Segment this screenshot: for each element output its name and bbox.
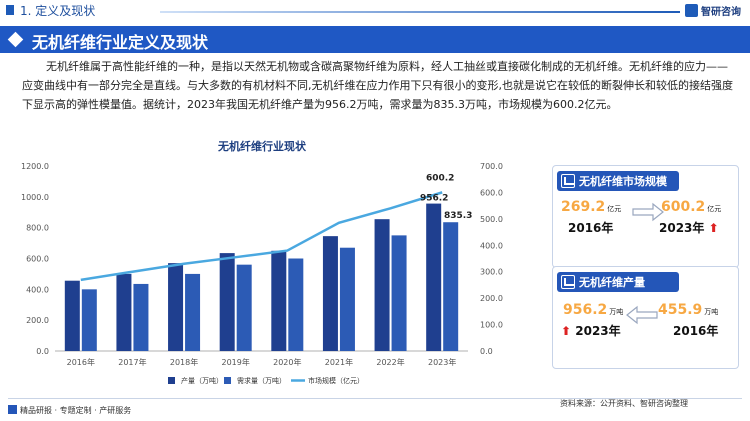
chart-icon [561, 275, 575, 289]
bar-series [64, 203, 459, 351]
production-bar [426, 203, 442, 351]
legend-label: 产量（万吨） [181, 376, 223, 385]
y-right-tick-label: 100.0 [480, 321, 503, 330]
production-chart: 无机纤维行业现状 0.0 200.0 400.0 600.0 800.0 1000.0 12… [21, 139, 503, 385]
production-bar [116, 273, 132, 351]
y-right-tick-label: 600.0 [480, 188, 503, 197]
production-bar [271, 250, 287, 351]
card-title: 无机纤维市场规模 [579, 175, 667, 188]
demand-bar [391, 235, 407, 351]
footer-divider [8, 398, 742, 399]
x-tick-label: 2021年 [325, 357, 353, 367]
demand-bar [185, 273, 201, 351]
demand-bar [133, 283, 149, 351]
x-tick-label: 2019年 [222, 357, 250, 367]
section-title: 1. 定义及现状 [20, 4, 96, 18]
y-left-tick-label: 0.0 [36, 347, 49, 356]
market-start-value: 269.2 亿元 [561, 199, 622, 215]
production-bar [168, 263, 184, 351]
data-labels: 600.2 956.2 835.3 [420, 173, 472, 221]
title-banner: 无机纤维行业定义及现状 [0, 26, 750, 53]
right-arrow-icon [632, 202, 664, 222]
demand-bar [443, 222, 459, 351]
market-end-value: 600.2 亿元 [661, 199, 722, 215]
square-icon [8, 405, 17, 414]
y-left-tick-label: 400.0 [26, 285, 49, 294]
diamond-icon [7, 31, 24, 48]
chart-legend: 产量（万吨） 需求量（万吨） 市场规模（亿元） [168, 376, 364, 385]
x-tick-label: 2018年 [170, 357, 198, 367]
demand-bar [288, 258, 304, 351]
logo-icon [685, 4, 698, 17]
page-title: 无机纤维行业定义及现状 [32, 33, 209, 52]
demand-data-label: 835.3 [444, 211, 472, 221]
production-bar [374, 219, 390, 351]
line-series [80, 191, 443, 282]
market-size-card: 无机纤维市场规模 269.2 亿元 2016年 600.2 亿元 2023年 ⬆ [552, 165, 739, 268]
y-left-tick-label: 1000.0 [21, 193, 49, 202]
legend-swatch [224, 377, 231, 384]
header-divider [160, 11, 680, 13]
y-left-tick-label: 1200.0 [21, 162, 49, 171]
demand-bar [236, 264, 252, 351]
x-tick-label: 2023年 [428, 357, 456, 367]
line-data-label: 600.2 [426, 173, 454, 183]
output-card: 无机纤维产量 956.2 万吨 ⬆ 2023年 455.9 万吨 2016年 [552, 266, 739, 369]
top-bar: 1. 定义及现状 智研咨询 [0, 0, 750, 22]
card-header: 无机纤维产量 [557, 272, 679, 292]
footer-tagline: 精品研报 · 专题定制 · 产研服务 [8, 405, 131, 416]
x-tick-label: 2017年 [118, 357, 146, 367]
y-right-tick-label: 0.0 [480, 347, 493, 356]
card-title: 无机纤维产量 [579, 276, 645, 289]
output-start-value: 455.9 万吨 [658, 302, 719, 318]
output-end-year: ⬆ 2023年 [561, 324, 621, 338]
y-right-tick-label: 500.0 [480, 215, 503, 224]
y-left-tick-label: 600.0 [26, 255, 49, 264]
x-axis: 2016年 2017年 2018年 2019年 2020年 2021年 2022年 2023年 [67, 357, 457, 367]
x-tick-label: 2020年 [273, 357, 301, 367]
card-header: 无机纤维市场规模 [557, 171, 679, 191]
x-tick-label: 2022年 [376, 357, 404, 367]
y-axis-right: 0.0 100.0 200.0 300.0 400.0 500.0 600.0 700.0 [480, 162, 503, 356]
source-note: 资料来源：公开资料、智研咨询整理 [560, 399, 688, 408]
y-left-tick-label: 200.0 [26, 316, 49, 325]
y-right-tick-label: 400.0 [480, 241, 503, 250]
intro-paragraph: 无机纤维属于高性能纤维的一种，是指以天然无机物或含碳高聚物纤维为原料，经人工抽丝… [22, 60, 733, 111]
legend-label: 市场规模（亿元） [308, 376, 364, 385]
legend-swatch [168, 377, 175, 384]
chart-title: 无机纤维行业现状 [217, 139, 307, 153]
logo-text: 智研咨询 [701, 7, 741, 18]
y-right-tick-label: 300.0 [480, 268, 503, 277]
y-left-tick-label: 800.0 [26, 224, 49, 233]
y-axis-left: 0.0 200.0 400.0 600.0 800.0 1000.0 1200.0 [21, 162, 49, 356]
y-right-tick-label: 700.0 [480, 162, 503, 171]
production-data-label: 956.2 [420, 194, 448, 204]
section-marker-icon [6, 5, 14, 15]
production-bar [322, 236, 338, 351]
market-size-line [80, 191, 443, 282]
production-bar [219, 253, 235, 351]
demand-bar [81, 289, 97, 351]
demand-bar [339, 247, 355, 351]
output-start-year: 2016年 [673, 324, 719, 338]
market-end-year: 2023年 ⬆ [659, 221, 719, 235]
x-tick-label: 2016年 [67, 357, 95, 367]
production-bar [64, 280, 80, 351]
up-arrow-icon: ⬆ [708, 221, 719, 235]
left-arrow-icon [626, 305, 658, 325]
up-arrow-icon: ⬆ [561, 324, 572, 338]
chart-icon [561, 174, 575, 188]
legend-label: 需求量（万吨） [237, 376, 286, 385]
y-right-tick-label: 200.0 [480, 294, 503, 303]
market-start-year: 2016年 [568, 221, 614, 235]
output-end-value: 956.2 万吨 [563, 302, 624, 318]
